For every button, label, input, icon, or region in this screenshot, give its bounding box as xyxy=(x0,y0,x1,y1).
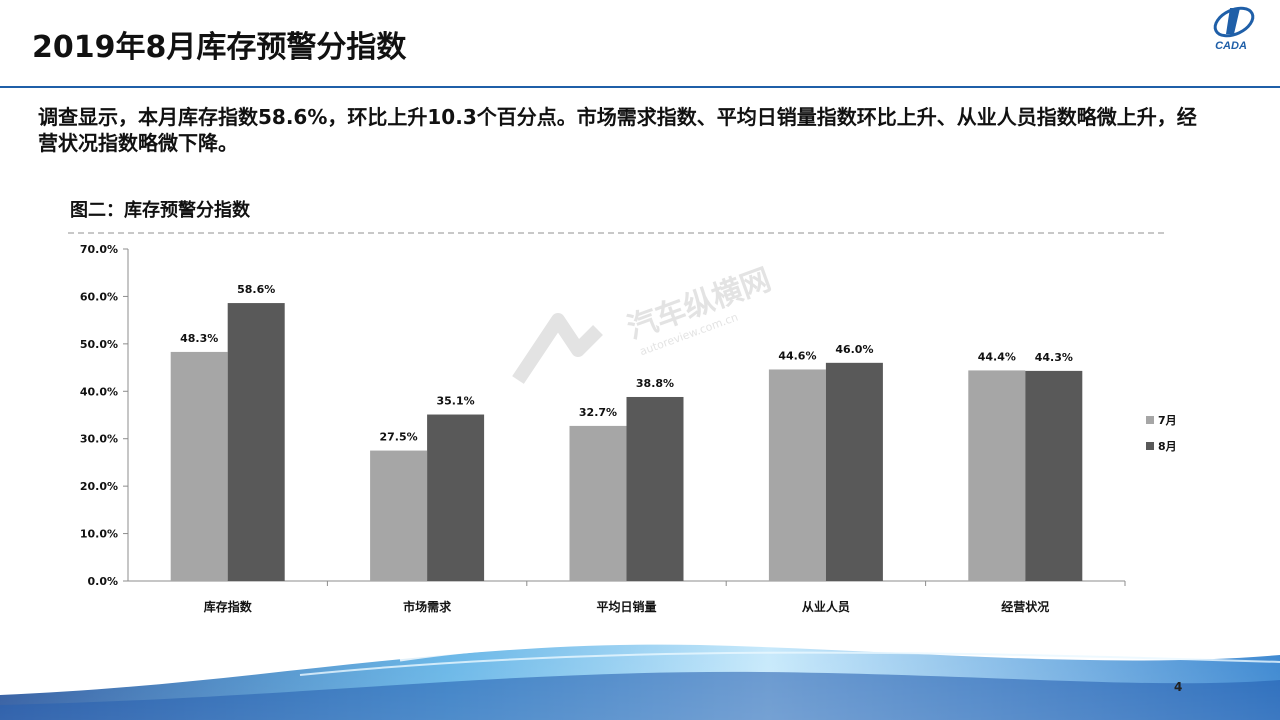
bar-jul xyxy=(569,425,627,581)
data-label: 44.6% xyxy=(778,349,816,362)
y-tick-label: 20.0% xyxy=(80,480,118,493)
watermark-logo-icon xyxy=(512,313,603,384)
bar-jul xyxy=(370,450,428,581)
y-tick-label: 60.0% xyxy=(80,290,118,303)
bar-aug xyxy=(427,414,485,581)
data-label: 44.4% xyxy=(978,350,1016,363)
data-label: 46.0% xyxy=(835,343,873,356)
bar-jul xyxy=(968,370,1026,581)
page-title: 2019年8月库存预警分指数 xyxy=(32,30,407,65)
heading-dashed-divider xyxy=(68,232,1164,234)
legend-label: 8月 xyxy=(1158,440,1177,453)
data-label: 27.5% xyxy=(380,431,418,444)
y-tick-label: 70.0% xyxy=(80,243,118,256)
bar-aug xyxy=(626,396,684,581)
title-divider xyxy=(0,86,1280,88)
page-number: 4 xyxy=(1174,680,1183,694)
bar-aug xyxy=(825,362,883,581)
watermark: 汽车纵横网 autoreview.com.cn xyxy=(508,262,778,430)
legend-label: 7月 xyxy=(1158,414,1177,427)
y-tick-label: 0.0% xyxy=(87,575,118,588)
svg-text:CADA: CADA xyxy=(1215,40,1247,52)
bar-jul xyxy=(768,369,826,581)
y-tick-label: 30.0% xyxy=(80,433,118,446)
bar-jul xyxy=(170,351,228,581)
bottom-wave-decoration xyxy=(0,600,1280,720)
bar-aug xyxy=(227,303,285,581)
legend-swatch xyxy=(1146,416,1154,424)
data-label: 32.7% xyxy=(579,406,617,419)
chart-heading: 图二：库存预警分指数 xyxy=(70,200,250,221)
summary-text: 调查显示，本月库存指数58.6%，环比上升10.3个百分点。市场需求指数、平均日… xyxy=(38,105,1197,155)
legend-swatch xyxy=(1146,442,1154,450)
data-label: 35.1% xyxy=(437,395,475,408)
y-tick-label: 10.0% xyxy=(80,528,118,541)
data-label: 38.8% xyxy=(636,377,674,390)
bar-aug xyxy=(1025,370,1083,581)
y-tick-label: 50.0% xyxy=(80,338,118,351)
data-label: 44.3% xyxy=(1035,351,1073,364)
cada-logo: CADA xyxy=(1213,6,1255,52)
data-label: 48.3% xyxy=(180,332,218,345)
y-tick-label: 40.0% xyxy=(80,385,118,398)
data-label: 58.6% xyxy=(237,283,275,296)
bar-chart: 0.0%10.0%20.0%30.0%40.0%50.0%60.0%70.0%库… xyxy=(80,243,1177,614)
